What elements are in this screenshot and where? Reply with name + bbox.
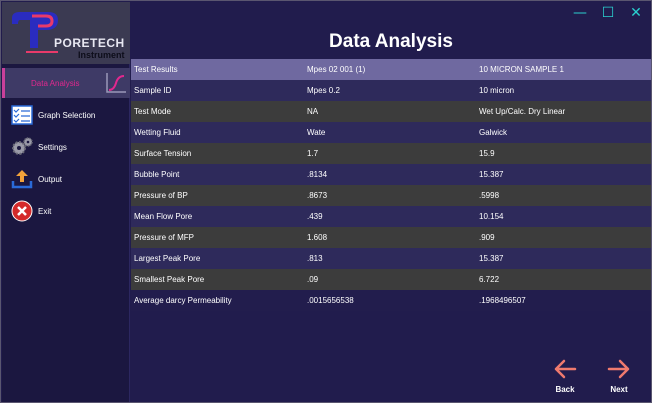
table-cell: 1.7 (307, 149, 319, 158)
table-cell: Galwick (479, 128, 508, 137)
table-cell: .09 (307, 275, 319, 284)
table-cell: 10 MICRON SAMPLE 1 (479, 65, 564, 74)
close-icon[interactable]: ✕ (630, 5, 642, 21)
sidebar-item-label: Output (38, 174, 63, 184)
table-cell: 10.154 (479, 212, 504, 221)
table-cell: Wate (307, 128, 326, 137)
table-row: Sample ID Mpes 0.2 10 micron (131, 80, 651, 101)
table-cell: Test Mode (134, 107, 171, 116)
table-cell: 1.608 (307, 233, 328, 242)
back-button[interactable]: Back (547, 359, 583, 394)
table-cell: .8134 (307, 170, 328, 179)
logo-name: PORETECH (54, 36, 125, 50)
table-cell: Average darcy Permeability (134, 296, 232, 305)
arrow-right-icon (607, 359, 630, 379)
logo-subtitle: Instrument (78, 50, 125, 60)
table-cell: Sample ID (134, 86, 172, 95)
table-cell: .813 (307, 254, 323, 263)
table-cell: 15.9 (479, 149, 495, 158)
table-row: Largest Peak Pore .813 15.387 (131, 248, 651, 269)
table-cell: .0015656538 (307, 296, 354, 305)
maximize-icon[interactable]: ☐ (601, 5, 615, 21)
table-cell: NA (307, 107, 319, 116)
gears-icon (10, 135, 34, 159)
table-cell: .8673 (307, 191, 328, 200)
table-row: Surface Tension 1.7 15.9 (131, 143, 651, 164)
results-table: Test Results Mpes 02 001 (1) 10 MICRON S… (131, 59, 651, 311)
table-cell: 15.387 (479, 170, 504, 179)
sidebar-item-label: Settings (38, 142, 67, 152)
table-row: Pressure of BP .8673 .5998 (131, 185, 651, 206)
table-row: Wetting Fluid Wate Galwick (131, 122, 651, 143)
window-controls: — ☐ ✕ (573, 6, 643, 20)
logo: PORETECH Instrument (2, 2, 130, 64)
curve-chart-icon (106, 73, 126, 93)
table-row: Average darcy Permeability .0015656538 .… (131, 290, 651, 311)
table-cell: .1968496507 (479, 296, 526, 305)
upload-icon (10, 167, 34, 191)
table-cell: .5998 (479, 191, 500, 200)
table-cell: .439 (307, 212, 323, 221)
next-label: Next (610, 385, 628, 394)
table-row: Bubble Point .8134 15.387 (131, 164, 651, 185)
table-cell: Mpes 02 001 (1) (307, 65, 366, 74)
table-cell: Pressure of MFP (134, 233, 195, 242)
next-button[interactable]: Next (601, 359, 637, 394)
table-row: Test Mode NA Wet Up/Calc. Dry Linear (131, 101, 651, 122)
table-row: Pressure of MFP 1.608 .909 (131, 227, 651, 248)
sidebar-item-label: Exit (38, 206, 52, 216)
table-cell: 15.387 (479, 254, 504, 263)
table-cell: Bubble Point (134, 170, 180, 179)
back-label: Back (555, 385, 575, 394)
table-cell: Pressure of BP (134, 191, 188, 200)
poretech-logo-icon (12, 12, 58, 53)
sidebar-item-graph-selection[interactable]: Graph Selection (2, 100, 130, 130)
table-cell: Test Results (134, 65, 178, 74)
page-title: Data Analysis (329, 31, 453, 52)
table-header-row: Test Results Mpes 02 001 (1) 10 MICRON S… (131, 59, 651, 80)
table-cell: 6.722 (479, 275, 500, 284)
sidebar-item-settings[interactable]: Settings (2, 132, 130, 162)
table-cell: 10 micron (479, 86, 515, 95)
table-cell: .909 (479, 233, 495, 242)
table-row: Mean Flow Pore .439 10.154 (131, 206, 651, 227)
sidebar-item-data-analysis[interactable]: Data Analysis (2, 68, 130, 98)
table-cell: Largest Peak Pore (134, 254, 201, 263)
sidebar-item-label: Graph Selection (38, 110, 96, 120)
table-cell: Mean Flow Pore (134, 212, 193, 221)
table-cell: Smallest Peak Pore (134, 275, 205, 284)
sidebar: PORETECH Instrument Data Analysis Graph … (2, 2, 130, 402)
table-row: Smallest Peak Pore .09 6.722 (131, 269, 651, 290)
table-cell: Mpes 0.2 (307, 86, 340, 95)
table-cell: Wet Up/Calc. Dry Linear (479, 107, 566, 116)
sidebar-item-output[interactable]: Output (2, 164, 130, 194)
arrow-left-icon (554, 359, 577, 379)
sidebar-item-exit[interactable]: Exit (2, 196, 130, 226)
table-cell: Wetting Fluid (134, 128, 181, 137)
close-circle-icon (10, 199, 34, 223)
checklist-icon (10, 103, 34, 127)
minimize-icon[interactable]: — (573, 5, 587, 21)
table-cell: Surface Tension (134, 149, 192, 158)
sidebar-item-label: Data Analysis (31, 78, 80, 88)
